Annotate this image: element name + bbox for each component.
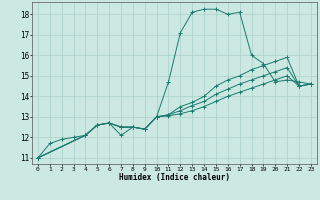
X-axis label: Humidex (Indice chaleur): Humidex (Indice chaleur) — [119, 173, 230, 182]
